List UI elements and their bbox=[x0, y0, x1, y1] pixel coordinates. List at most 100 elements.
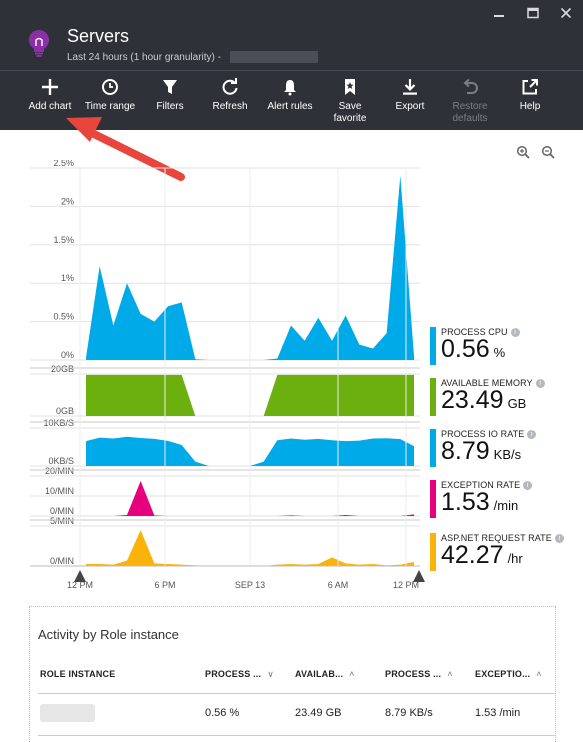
metric-process-cpu[interactable]: PROCESS CPU i 0.56% bbox=[430, 327, 520, 365]
sort-asc-icon[interactable]: ˄ bbox=[349, 669, 355, 679]
x-tick-label: 6 PM bbox=[154, 580, 175, 590]
metric-available-memory[interactable]: AVAILABLE MEMORY i 23.49 GB bbox=[430, 378, 545, 416]
sort-desc-icon[interactable]: ∨ bbox=[267, 669, 275, 679]
metric-value: 23.49 bbox=[441, 386, 504, 414]
column-header-label: PROCESS ... bbox=[205, 669, 262, 679]
metric-unit: % bbox=[493, 345, 506, 360]
metric-unit: /hr bbox=[507, 551, 523, 566]
column-header-process-io[interactable]: PROCESS ... ˄ bbox=[385, 669, 453, 679]
metric-unit: /min bbox=[493, 498, 519, 513]
restore-defaults-button[interactable]: Restore defaults bbox=[437, 78, 503, 125]
x-tick-label: SEP 13 bbox=[235, 580, 265, 590]
column-header-role-instance[interactable]: ROLE INSTANCE bbox=[40, 669, 115, 679]
column-header-label: ROLE INSTANCE bbox=[40, 669, 116, 679]
metric-aspnet-request-rate[interactable]: ASP.NET REQUEST RATE i 42.27/hr bbox=[430, 533, 564, 571]
filter-icon bbox=[163, 80, 177, 94]
metric-name: PROCESS CPU bbox=[441, 327, 508, 337]
page-subtitle: Last 24 hours (1 hour granularity) - bbox=[67, 52, 221, 63]
y-tick-label: 2% bbox=[61, 196, 74, 206]
y-tick-label: 20/MIN bbox=[45, 466, 74, 476]
clock-icon bbox=[102, 79, 118, 95]
column-header-label: EXCEPTIO... bbox=[475, 669, 531, 679]
restore-defaults-label: Restore defaults bbox=[452, 101, 488, 124]
y-tick-label: 1.5% bbox=[53, 235, 74, 245]
zoom-out-icon[interactable] bbox=[541, 145, 555, 164]
time-range-label: Time range bbox=[84, 101, 136, 112]
y-tick-label: 1% bbox=[61, 273, 74, 283]
refresh-icon bbox=[222, 78, 238, 95]
metric-value: 0.56 bbox=[441, 335, 490, 363]
alert-rules-label: Alert rules bbox=[267, 101, 313, 112]
info-icon[interactable]: i bbox=[527, 430, 537, 439]
filters-label: Filters bbox=[156, 101, 184, 112]
x-tick-label: 12 PM bbox=[67, 580, 93, 590]
metric-name: EXCEPTION RATE bbox=[441, 480, 521, 490]
info-icon[interactable]: i bbox=[535, 379, 545, 388]
plus-icon bbox=[42, 79, 58, 95]
row-divider bbox=[38, 735, 556, 736]
metric-name: PROCESS IO RATE bbox=[441, 429, 525, 439]
y-tick-label: 0KB/S bbox=[48, 456, 74, 466]
y-tick-label: 0GB bbox=[56, 406, 74, 416]
metric-value: 1.53 bbox=[441, 488, 490, 516]
header-row-divider bbox=[38, 693, 556, 694]
metric-unit: GB bbox=[507, 396, 527, 411]
bell-icon bbox=[284, 80, 296, 96]
y-tick-label: 5/MIN bbox=[50, 516, 74, 526]
add-chart-button[interactable]: Add chart bbox=[17, 78, 83, 113]
y-tick-label: 0/MIN bbox=[50, 506, 74, 516]
table-title: Activity by Role instance bbox=[38, 627, 179, 642]
y-tick-label: 0/MIN bbox=[50, 556, 74, 566]
metric-name: ASP.NET REQUEST RATE bbox=[441, 533, 552, 543]
sort-asc-icon[interactable]: ˄ bbox=[447, 669, 453, 679]
refresh-button[interactable]: Refresh bbox=[197, 78, 263, 113]
redacted-resource-name bbox=[230, 51, 318, 63]
metric-process-io-rate[interactable]: PROCESS IO RATE i 8.79 KB/s bbox=[430, 429, 537, 467]
table-cell: 0.56 % bbox=[205, 707, 240, 719]
y-tick-label: 20GB bbox=[51, 364, 74, 374]
page-title: Servers bbox=[67, 26, 130, 46]
header-divider bbox=[0, 70, 583, 71]
info-icon[interactable]: i bbox=[523, 481, 533, 490]
help-label: Help bbox=[519, 101, 541, 112]
metric-value: 8.79 bbox=[441, 437, 490, 465]
refresh-label: Refresh bbox=[212, 101, 248, 112]
bookmark-icon bbox=[345, 79, 355, 95]
help-button[interactable]: Help bbox=[497, 78, 563, 113]
metric-value: 42.27 bbox=[441, 541, 504, 569]
close-icon[interactable] bbox=[560, 6, 572, 22]
zoom-in-icon[interactable] bbox=[516, 145, 530, 164]
minimize-icon[interactable] bbox=[493, 6, 505, 22]
y-tick-label: 0% bbox=[61, 350, 74, 360]
time-range-button[interactable]: Time range bbox=[77, 78, 143, 113]
y-tick-label: 0.5% bbox=[53, 312, 74, 322]
info-icon[interactable]: i bbox=[510, 328, 520, 337]
undo-icon bbox=[463, 78, 478, 94]
column-header-available-memory[interactable]: AVAILAB... ˄ bbox=[295, 669, 355, 679]
y-tick-label: 10/MIN bbox=[45, 486, 74, 496]
y-tick-label: 2.5% bbox=[53, 160, 74, 168]
info-icon[interactable]: i bbox=[554, 534, 564, 543]
blade-header: Servers Last 24 hours (1 hour granularit… bbox=[0, 0, 583, 130]
alert-rules-button[interactable]: Alert rules bbox=[257, 78, 323, 113]
download-icon bbox=[403, 79, 417, 95]
x-tick-label: 6 AM bbox=[328, 580, 349, 590]
maximize-icon[interactable] bbox=[527, 6, 539, 22]
save-favorite-button[interactable]: Save favorite bbox=[317, 78, 383, 125]
export-button[interactable]: Export bbox=[377, 78, 443, 113]
metric-exception-rate[interactable]: EXCEPTION RATE i 1.53/min bbox=[430, 480, 533, 518]
column-header-exception[interactable]: EXCEPTIO... ˄ bbox=[475, 669, 542, 679]
external-link-icon bbox=[522, 79, 538, 95]
table-cell: 23.49 GB bbox=[295, 707, 342, 719]
column-header-label: AVAILAB... bbox=[295, 669, 344, 679]
table-cell: 8.79 KB/s bbox=[385, 707, 433, 719]
range-start-handle bbox=[74, 570, 86, 582]
filters-button[interactable]: Filters bbox=[137, 78, 203, 113]
series-area bbox=[86, 374, 414, 416]
sort-asc-icon[interactable]: ˄ bbox=[536, 669, 542, 679]
redacted-role-instance bbox=[40, 704, 95, 722]
metric-unit: KB/s bbox=[493, 447, 522, 462]
metric-name: AVAILABLE MEMORY bbox=[441, 378, 533, 388]
column-header-process-cpu[interactable]: PROCESS ... ∨ bbox=[205, 669, 274, 680]
series-area bbox=[86, 436, 414, 466]
